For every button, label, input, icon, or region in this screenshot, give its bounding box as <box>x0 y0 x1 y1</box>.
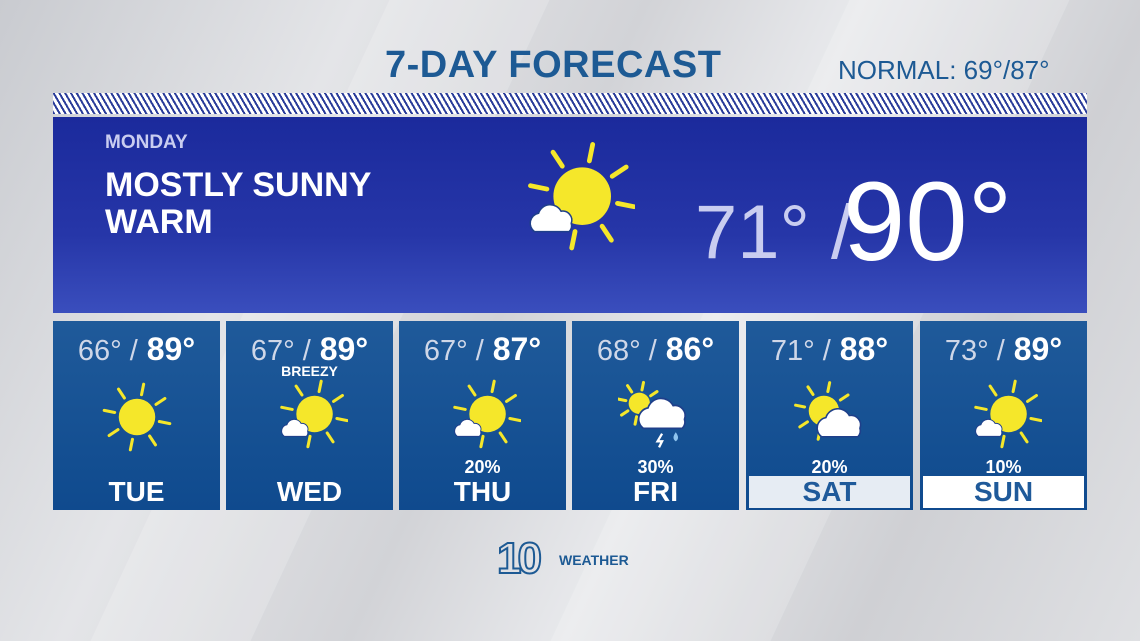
today-panel: MONDAY MOSTLY SUNNY WARM 71° / 90° <box>53 117 1087 313</box>
day-temps: 67° / 87° <box>399 331 566 368</box>
logo-number: 10 <box>496 534 543 583</box>
day-card-sat: 71° / 88° 20% SAT <box>746 321 913 510</box>
page-title: 7-DAY FORECAST <box>385 44 722 86</box>
hatch-divider <box>53 93 1087 114</box>
day-high: 89° <box>146 331 196 367</box>
precip-chance: 10% <box>985 457 1022 477</box>
day-temps: 71° / 88° <box>746 331 913 368</box>
sunny-icon <box>99 379 175 455</box>
day-card-fri: 68° / 86° 30% FRI <box>572 321 739 510</box>
condition-line: WARM <box>105 203 213 241</box>
day-high: 89° <box>1013 331 1063 367</box>
day-temps: 67° / 89° <box>226 331 393 368</box>
today-condition: MOSTLY SUNNY WARM <box>105 167 371 241</box>
precip-chance: 30% <box>637 457 674 477</box>
day-name: TUE <box>108 476 165 507</box>
day-name: FRI <box>632 476 679 507</box>
day-name: SAT <box>749 476 910 508</box>
normal-temps: NORMAL: 69°/87° <box>838 55 1050 85</box>
day-temps: 73° / 89° <box>920 331 1087 368</box>
day-temps: 68° / 86° <box>572 331 739 368</box>
day-low: 68° / <box>596 335 657 367</box>
partly-sunny-icon <box>515 141 637 261</box>
day-high: 88° <box>839 331 889 367</box>
day-high: 89° <box>319 331 369 367</box>
day-low: 71° / <box>770 335 831 367</box>
day-low: 67° / <box>250 335 311 367</box>
precip-chance: 20% <box>464 457 501 477</box>
today-high: 90° <box>843 159 1013 284</box>
today-day: MONDAY <box>105 132 188 153</box>
logo-text: WEATHER <box>559 552 629 568</box>
day-card-thu: 67° / 87° 20% THU <box>399 321 566 510</box>
day-card-sun: 73° / 89° 10% SUN <box>920 321 1087 510</box>
day-low: 73° / <box>944 335 1005 367</box>
partly-cloudy-icon <box>792 379 868 455</box>
day-high: 86° <box>665 331 715 367</box>
day-low: 66° / <box>77 335 138 367</box>
day-note: BREEZY <box>281 363 338 379</box>
condition-line: MOSTLY SUNNY <box>105 166 372 204</box>
day-card-wed: 67° / 89° BREEZY WED <box>226 321 393 510</box>
day-name: SUN <box>923 476 1084 508</box>
day-card-tue: 66° / 89° TUE <box>53 321 220 510</box>
partly-sunny-icon <box>272 379 349 455</box>
day-low: 67° / <box>423 335 484 367</box>
storm-icon <box>616 379 694 455</box>
today-low: 71° / <box>695 190 853 275</box>
day-name: THU <box>453 476 512 507</box>
day-high: 87° <box>492 331 542 367</box>
partly-sunny-icon <box>445 379 522 455</box>
day-name: WED <box>276 476 343 507</box>
precip-chance: 20% <box>811 457 848 477</box>
day-temps: 66° / 89° <box>53 331 220 368</box>
partly-sunny-icon <box>966 379 1043 455</box>
station-logo: 10 WEATHER <box>496 534 647 583</box>
